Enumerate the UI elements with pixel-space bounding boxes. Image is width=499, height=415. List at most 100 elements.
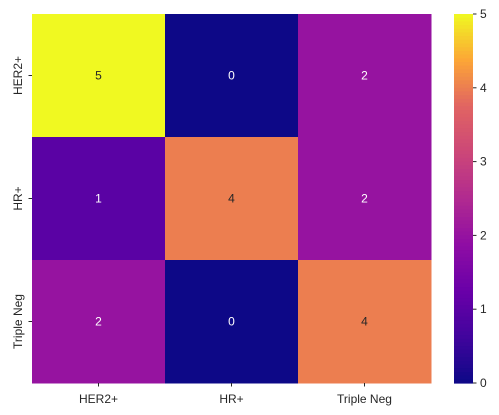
colorbar-segment <box>454 106 473 111</box>
heatmap-cell <box>165 14 299 138</box>
cell-value-label: 1 <box>95 192 102 206</box>
cell-value-label: 2 <box>361 69 368 83</box>
colorbar-segment <box>454 102 473 107</box>
colorbar-segment <box>454 54 473 59</box>
colorbar-segment <box>454 261 473 266</box>
colorbar-segment <box>454 220 473 225</box>
colorbar-segment <box>454 58 473 63</box>
colorbar-segment <box>454 69 473 74</box>
colorbar-segment <box>454 50 473 56</box>
colorbar-segment <box>454 346 473 351</box>
colorbar-segment <box>454 368 473 373</box>
heatmap-cell <box>32 260 166 384</box>
colorbar-tick-label: 2 <box>480 228 487 242</box>
colorbar-segment <box>454 371 473 377</box>
colorbar-segment <box>454 338 473 344</box>
heatmap-cells <box>32 14 432 384</box>
colorbar-segment <box>454 17 473 22</box>
colorbar-segment <box>454 213 473 218</box>
colorbar-segment <box>454 28 473 34</box>
colorbar-segment <box>454 117 473 122</box>
colorbar-segment <box>454 36 473 41</box>
colorbar-segment <box>454 216 473 222</box>
colorbar-segment <box>454 301 473 307</box>
colorbar-segment <box>454 32 473 37</box>
colorbar-segment <box>454 84 473 89</box>
x-axis-ticks: HER2+ HR+ Triple Neg <box>79 383 392 406</box>
colorbar-segment <box>454 316 473 321</box>
colorbar-segment <box>454 80 473 85</box>
y-axis-ticks: HER2+ HR+ Triple Neg <box>11 56 32 349</box>
colorbar-segment <box>454 327 473 332</box>
colorbar-segment <box>454 290 473 296</box>
y-tick-label: Triple Neg <box>11 294 25 349</box>
colorbar-segment <box>454 143 473 148</box>
colorbar-segment <box>454 272 473 277</box>
cell-value-label: 4 <box>228 192 235 206</box>
colorbar-segment <box>454 198 473 203</box>
colorbar-segment <box>454 264 473 270</box>
colorbar-segment <box>454 239 473 244</box>
cell-value-label: 4 <box>361 315 368 329</box>
colorbar-segment <box>454 253 473 259</box>
colorbar-segment <box>454 242 473 248</box>
heatmap-cell <box>32 137 166 261</box>
colorbar-segment <box>454 95 473 100</box>
colorbar-segment <box>454 194 473 200</box>
colorbar-segment <box>454 146 473 152</box>
colorbar-segment <box>454 124 473 129</box>
colorbar-segment <box>454 309 473 314</box>
colorbar-segment <box>454 65 473 70</box>
colorbar-segment <box>454 353 473 358</box>
colorbar-tick-label: 5 <box>480 7 487 21</box>
colorbar-segment <box>454 275 473 281</box>
colorbar-segment <box>454 349 473 355</box>
colorbar-segment <box>454 279 473 284</box>
colorbar-segment <box>454 132 473 137</box>
colorbar-segment <box>454 183 473 189</box>
heatmap-cell-labels: 5 0 2 1 4 2 2 0 4 <box>95 69 368 329</box>
colorbar-segment <box>454 73 473 78</box>
colorbar-ticks: 0 1 2 3 4 5 <box>473 7 487 390</box>
colorbar-segment <box>454 209 473 214</box>
colorbar-segment <box>454 375 473 380</box>
colorbar-segment <box>454 250 473 255</box>
heatmap-cell <box>298 260 432 384</box>
colorbar-segment <box>454 161 473 166</box>
x-tick-label: HER2+ <box>79 392 118 406</box>
heatmap-cell <box>32 14 166 138</box>
heatmap-cell <box>298 137 432 261</box>
colorbar-segment <box>454 43 473 48</box>
colorbar-segment <box>454 268 473 273</box>
colorbar-segment <box>454 39 473 45</box>
colorbar-segment <box>454 47 473 52</box>
colorbar-segment <box>454 154 473 159</box>
colorbar-segment <box>454 331 473 336</box>
colorbar-segment <box>454 246 473 251</box>
colorbar-segment <box>454 287 473 292</box>
colorbar-segment <box>454 176 473 181</box>
heatmap-cell <box>298 14 432 138</box>
colorbar-segment <box>454 205 473 211</box>
y-tick-label: HER2+ <box>11 56 25 95</box>
colorbar-segment <box>454 191 473 196</box>
colorbar-segment <box>454 257 473 262</box>
colorbar-segment <box>454 135 473 141</box>
colorbar-segment <box>454 224 473 229</box>
colorbar-segment <box>454 98 473 104</box>
colorbar-segment <box>454 76 473 82</box>
colorbar-segment <box>454 228 473 233</box>
colorbar-tick-label: 3 <box>480 155 487 169</box>
colorbar-segment <box>454 109 473 115</box>
cell-value-label: 0 <box>228 315 235 329</box>
colorbar-segment <box>454 157 473 163</box>
colorbar-segment <box>454 294 473 299</box>
y-tick-label: HR+ <box>11 186 25 210</box>
colorbar-segment <box>454 187 473 192</box>
colorbar-segment <box>454 360 473 366</box>
colorbar-tick-label: 0 <box>480 376 487 390</box>
colorbar-segment <box>454 298 473 303</box>
cell-value-label: 0 <box>228 69 235 83</box>
colorbar-segment <box>454 87 473 93</box>
